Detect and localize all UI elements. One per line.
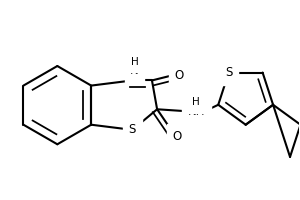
Text: NH: NH	[188, 105, 205, 118]
Text: O: O	[174, 69, 183, 82]
Text: S: S	[129, 123, 136, 136]
Text: H: H	[192, 97, 200, 107]
Text: O: O	[172, 130, 181, 143]
Text: N: N	[130, 64, 139, 77]
Text: S: S	[225, 66, 232, 79]
Text: H: H	[130, 57, 138, 67]
